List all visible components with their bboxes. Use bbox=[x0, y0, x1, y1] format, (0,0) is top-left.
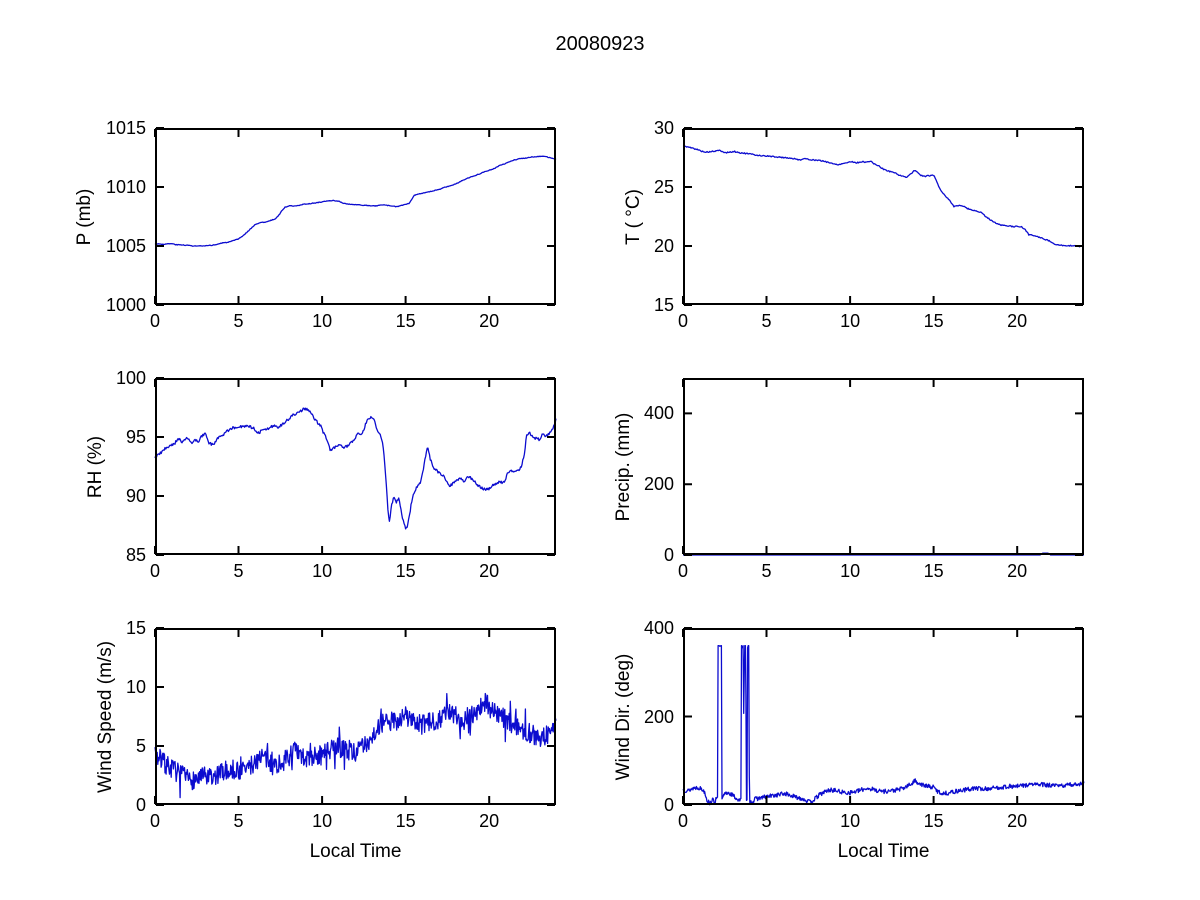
x-tick-label: 5 bbox=[761, 311, 772, 331]
pressure-panel: P (mb) 0 5 10 15 20 1000 1005 1010 1015 bbox=[74, 118, 557, 331]
tick-marks bbox=[682, 379, 1083, 556]
x-tick-label: 5 bbox=[233, 311, 244, 331]
y-tick-label: 95 bbox=[125, 427, 146, 447]
y-tick-label: 400 bbox=[643, 618, 674, 638]
x-tick-label: 5 bbox=[233, 811, 244, 831]
humidity-line bbox=[154, 407, 557, 530]
x-tick-label: 20 bbox=[1007, 311, 1028, 331]
x-tick-label: 5 bbox=[761, 811, 772, 831]
x-tick-label: 0 bbox=[149, 811, 160, 831]
y-tick-label: 90 bbox=[125, 486, 146, 506]
tick-marks bbox=[154, 377, 555, 556]
axes-box bbox=[155, 628, 556, 805]
wind-dir-plot bbox=[682, 627, 1085, 806]
precip-plot bbox=[682, 378, 1084, 556]
y-tick-label: 1000 bbox=[105, 295, 146, 315]
axes-box bbox=[155, 128, 556, 305]
wind-speed-y-axis-label: Wind Speed (m/s) bbox=[95, 640, 116, 793]
x-tick-label: 10 bbox=[840, 311, 861, 331]
wind-speed-plot bbox=[154, 627, 557, 806]
y-tick-label: 200 bbox=[643, 706, 674, 727]
x-tick-label: 20 bbox=[479, 561, 500, 581]
axes-box bbox=[683, 378, 1084, 555]
humidity-y-axis-label: RH (%) bbox=[84, 435, 106, 498]
humidity-plot bbox=[154, 377, 557, 556]
wind-speed-x-axis-label: Local Time bbox=[309, 841, 402, 862]
y-tick-label: 100 bbox=[115, 368, 146, 388]
x-tick-label: 15 bbox=[395, 311, 416, 331]
x-tick-label: 15 bbox=[395, 561, 416, 581]
pressure-plot bbox=[154, 127, 557, 306]
y-tick-label: 25 bbox=[653, 177, 674, 197]
x-tick-label: 15 bbox=[923, 311, 944, 331]
wind-dir-panel: Wind Dir. (deg) Local Time 0 5 10 15 20 0 200 4… bbox=[613, 618, 1085, 862]
x-tick-label: 15 bbox=[923, 811, 944, 831]
y-tick-label: 0 bbox=[135, 795, 146, 815]
x-tick-label: 0 bbox=[677, 811, 688, 831]
y-tick-label: 20 bbox=[653, 236, 674, 256]
x-tick-label: 10 bbox=[840, 561, 861, 581]
x-tick-label: 0 bbox=[677, 561, 688, 581]
wind-speed-panel: Wind Speed (m/s) Local Time 0 5 10 15 20 0 5 10… bbox=[95, 618, 557, 862]
humidity-panel: RH (%) 0 5 10 15 20 85 90 95 100 bbox=[85, 368, 557, 581]
y-tick-label: 1010 bbox=[105, 177, 146, 197]
precip-y-axis-label: Precip. (mm) bbox=[612, 412, 634, 521]
y-tick-label: 15 bbox=[653, 295, 674, 315]
y-tick-label: 400 bbox=[643, 403, 674, 424]
y-tick-label: 200 bbox=[643, 474, 674, 495]
y-tick-label: 5 bbox=[135, 736, 146, 756]
x-tick-label: 5 bbox=[761, 561, 772, 581]
pressure-y-axis-label: P (mb) bbox=[74, 188, 95, 245]
x-tick-label: 10 bbox=[312, 311, 333, 331]
wind-dir-y-axis-label: Wind Dir. (deg) bbox=[612, 653, 634, 780]
y-tick-label: 15 bbox=[125, 618, 146, 638]
x-tick-label: 5 bbox=[233, 561, 244, 581]
y-tick-label: 30 bbox=[653, 118, 674, 138]
x-tick-label: 20 bbox=[1007, 561, 1028, 581]
axes-box bbox=[155, 378, 556, 555]
x-tick-label: 20 bbox=[1007, 811, 1028, 831]
temperature-plot bbox=[682, 127, 1084, 306]
x-tick-label: 10 bbox=[312, 561, 333, 581]
y-tick-label: 1005 bbox=[105, 236, 146, 256]
wind_speed-line bbox=[154, 692, 557, 799]
figure-title: 20080923 bbox=[555, 33, 645, 55]
y-tick-label: 1015 bbox=[105, 118, 146, 138]
tick-marks bbox=[154, 127, 555, 306]
wind_dir-line bbox=[682, 645, 1085, 806]
axes-box bbox=[683, 128, 1084, 305]
wind-dir-x-axis-label: Local Time bbox=[837, 841, 930, 862]
x-tick-label: 15 bbox=[923, 561, 944, 581]
y-tick-label: 0 bbox=[663, 545, 674, 565]
pressure-line bbox=[154, 155, 557, 247]
x-tick-label: 15 bbox=[395, 811, 416, 831]
x-tick-label: 0 bbox=[149, 561, 160, 581]
x-tick-label: 20 bbox=[479, 811, 500, 831]
y-tick-label: 0 bbox=[663, 795, 674, 815]
x-tick-label: 0 bbox=[149, 311, 160, 331]
x-tick-label: 10 bbox=[840, 811, 861, 831]
temperature-y-axis-label: T ( °C) bbox=[623, 188, 644, 245]
temperature-panel: T ( °C) 0 5 10 15 20 15 20 25 30 bbox=[623, 118, 1084, 331]
x-tick-label: 20 bbox=[479, 311, 500, 331]
x-tick-label: 10 bbox=[312, 811, 333, 831]
y-tick-label: 10 bbox=[125, 677, 146, 697]
tick-marks bbox=[682, 127, 1083, 306]
y-tick-label: 85 bbox=[125, 545, 146, 565]
x-tick-label: 0 bbox=[677, 311, 688, 331]
precip-panel: Precip. (mm) 0 5 10 15 20 0 200 400 bbox=[613, 378, 1084, 581]
axes-box bbox=[683, 628, 1084, 805]
temperature-line bbox=[682, 144, 1084, 248]
